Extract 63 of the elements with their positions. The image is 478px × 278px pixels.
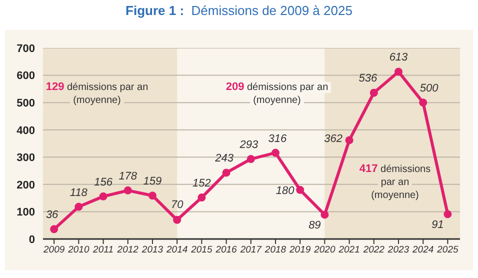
data-label: 118 xyxy=(70,186,88,199)
point xyxy=(370,88,378,97)
data-label: 156 xyxy=(94,176,114,188)
y-tick-label: 700 xyxy=(16,42,35,55)
point xyxy=(394,68,402,76)
data-label: 89 xyxy=(308,220,321,232)
y-tick-label: 300 xyxy=(16,152,35,164)
data-label: 613 xyxy=(389,52,409,64)
x-tick-label: 2013 xyxy=(140,244,164,256)
point xyxy=(124,186,132,194)
annotation: 417 démissions par an (moyenne) xyxy=(358,163,432,201)
point xyxy=(173,216,182,224)
y-tick-label: 100 xyxy=(16,206,35,219)
x-tick-label: 2015 xyxy=(190,244,213,256)
point xyxy=(74,202,83,211)
x-tick-label: 2011 xyxy=(92,244,114,256)
data-label: 91 xyxy=(432,219,444,232)
point xyxy=(246,155,255,164)
point xyxy=(320,210,329,219)
x-tick-label: 2021 xyxy=(338,244,360,256)
y-tick-label: 500 xyxy=(16,97,35,110)
y-tick-label: 0 xyxy=(28,234,35,246)
point xyxy=(345,136,354,144)
data-label: 152 xyxy=(192,178,211,190)
x-tick-label: 2010 xyxy=(67,244,90,256)
x-tick-label: 2023 xyxy=(386,244,410,256)
y-tick-label: 400 xyxy=(16,124,35,137)
x-tick-label: 2009 xyxy=(42,244,66,256)
point xyxy=(444,210,452,218)
data-label: 36 xyxy=(46,209,60,222)
point xyxy=(271,148,280,157)
data-label: 500 xyxy=(420,82,440,95)
x-tick-label: 2019 xyxy=(288,244,312,256)
x-tick-label: 2024 xyxy=(412,244,434,256)
data-label: 536 xyxy=(358,72,378,85)
point xyxy=(99,192,108,200)
point xyxy=(222,168,230,177)
annotation: 129 démissions par an (moyenne) xyxy=(44,81,150,106)
x-tick-label: 2014 xyxy=(166,244,188,256)
x-tick-label: 2017 xyxy=(239,244,262,256)
point xyxy=(419,98,428,107)
x-tick-label: 2016 xyxy=(214,244,238,256)
x-tick-label: 2018 xyxy=(264,244,287,256)
chart-title: Figure 1 : Démissions de 2009 à 2025 xyxy=(126,3,352,18)
data-label: 316 xyxy=(268,132,288,145)
data-label: 243 xyxy=(214,152,234,165)
data-label: 159 xyxy=(143,176,162,188)
point xyxy=(296,186,304,194)
data-label: 362 xyxy=(324,133,342,146)
point xyxy=(198,194,206,202)
x-tick-label: 2025 xyxy=(436,244,459,256)
y-tick-label: 600 xyxy=(16,70,35,82)
data-label: 70 xyxy=(170,198,184,211)
data-label: 180 xyxy=(276,184,296,197)
annotation: 209 démissions par an (moyenne) xyxy=(224,81,330,106)
x-tick-label: 2022 xyxy=(362,244,386,256)
data-label: 178 xyxy=(118,170,138,182)
data-label: 293 xyxy=(238,139,259,152)
y-tick-label: 200 xyxy=(16,179,35,192)
x-tick-label: 2020 xyxy=(313,244,336,256)
point xyxy=(148,192,156,200)
point xyxy=(50,225,58,234)
x-tick-label: 2012 xyxy=(116,244,140,256)
